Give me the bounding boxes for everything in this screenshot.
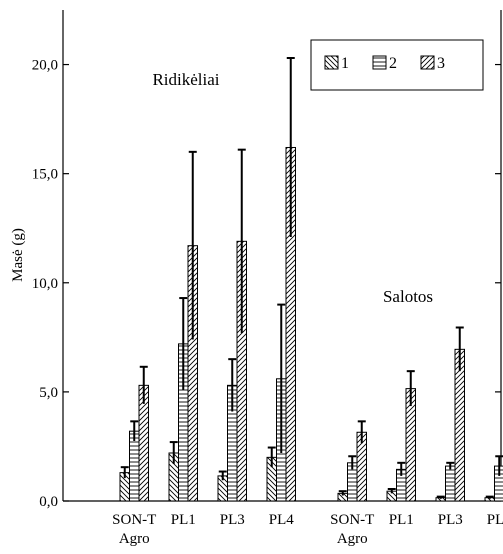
x-tick-label: PL3: [220, 512, 245, 528]
bar-salotos-pl3-series-3: [454, 348, 465, 502]
y-tick-label: 10,0: [32, 276, 58, 292]
legend-box: [310, 39, 484, 91]
bars-layer: [119, 57, 503, 502]
y-tick-label: 15,0: [32, 167, 58, 183]
y-axis-label: Masė (g): [10, 228, 26, 282]
x-tick-label: PL1: [389, 512, 414, 528]
x-tick-label: PL4: [487, 512, 503, 528]
x-axis-labels: SON-T Agro PL1 PL3 PL4 SON-T Agro PL1 PL3 PL4: [112, 512, 503, 547]
y-tick-label: 20,0: [32, 58, 58, 74]
legend-label-1: 1: [341, 55, 349, 72]
x-tick-label: SON-T: [112, 512, 156, 528]
y-tick-label: 5,0: [39, 385, 58, 401]
legend-swatch-1: [324, 55, 339, 70]
group-label-salotos: Salotos: [383, 287, 433, 306]
x-tick-label: PL3: [438, 512, 463, 528]
legend-label-2: 2: [389, 55, 397, 72]
y-tick-label: 0,0: [39, 494, 58, 510]
x-tick-label: SON-T: [330, 512, 374, 528]
y-axis-ticks: 0,0 5,0 10,0 15,0 20,0: [32, 58, 501, 510]
x-tick-label: PL1: [171, 512, 196, 528]
legend-label-3: 3: [437, 55, 445, 72]
legend-swatch-3: [420, 55, 435, 70]
legend-swatch-2: [372, 55, 387, 70]
legend: 1 2 3: [310, 39, 484, 91]
x-tick-label: PL4: [269, 512, 295, 528]
bar-salotos-pl3-series-2: [445, 465, 456, 502]
group-label-ridikeliai: Ridikėliai: [152, 70, 219, 89]
x-tick-sublabel: Agro: [337, 531, 368, 547]
bar-ridikėliai-son-t-series-2: [129, 430, 140, 502]
x-tick-sublabel: Agro: [119, 531, 150, 547]
